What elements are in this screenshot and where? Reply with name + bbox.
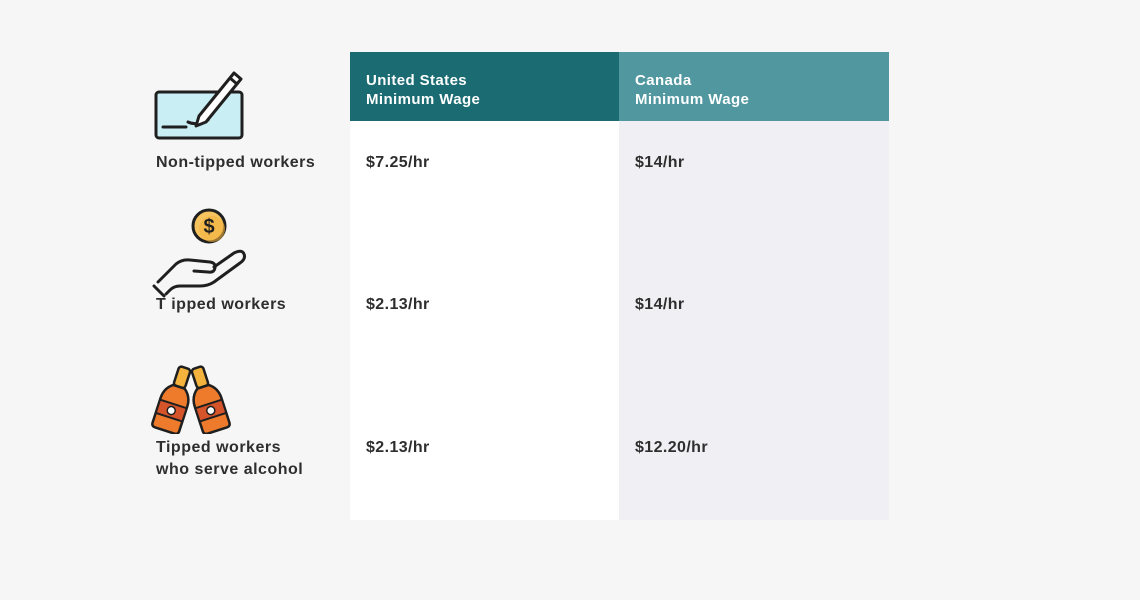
canada-header-line2: Minimum Wage bbox=[635, 91, 750, 108]
row-label-non-tipped: Non-tipped workers bbox=[156, 152, 315, 174]
canada-column-header: Canada Minimum Wage bbox=[619, 52, 889, 121]
canada-header-line1: Canada bbox=[635, 72, 692, 89]
us-column-header: United States Minimum Wage bbox=[350, 52, 619, 121]
row-label-tipped: T ipped workers bbox=[156, 294, 286, 316]
us-wage-tipped: $2.13/hr bbox=[366, 296, 430, 313]
us-header-line2: Minimum Wage bbox=[366, 91, 481, 108]
row-label-line: T ipped workers bbox=[156, 296, 287, 313]
canada-wage-non-tipped: $14/hr bbox=[635, 154, 685, 171]
hand-coin-icon: $ bbox=[152, 208, 246, 298]
check-writing-icon bbox=[154, 71, 244, 140]
row-label-line: Non-tipped workers bbox=[156, 154, 316, 171]
row-label-line: Tipped workers bbox=[156, 439, 281, 456]
us-column-background bbox=[350, 121, 619, 520]
canada-wage-tipped: $14/hr bbox=[635, 296, 685, 313]
beer-bottles-icon bbox=[151, 365, 231, 434]
us-header-line1: United States bbox=[366, 72, 468, 89]
canada-column-background bbox=[619, 121, 889, 520]
us-wage-tipped-alcohol: $2.13/hr bbox=[366, 439, 430, 456]
row-label-line: who serve alcohol bbox=[156, 461, 304, 478]
row-label-tipped-alcohol: Tipped workers who serve alcohol bbox=[156, 437, 303, 481]
svg-text:$: $ bbox=[203, 216, 214, 238]
canada-wage-tipped-alcohol: $12.20/hr bbox=[635, 439, 708, 456]
us-wage-non-tipped: $7.25/hr bbox=[366, 154, 430, 171]
